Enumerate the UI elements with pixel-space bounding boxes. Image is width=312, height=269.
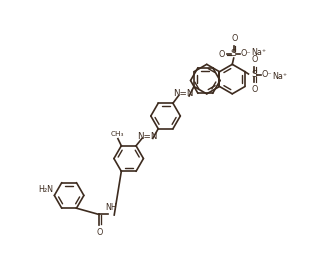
Text: Na⁺: Na⁺ xyxy=(273,72,288,81)
Text: NH: NH xyxy=(105,203,117,213)
Text: O: O xyxy=(252,85,258,94)
Text: O⁻: O⁻ xyxy=(261,70,272,79)
Text: O⁻: O⁻ xyxy=(241,49,251,58)
Text: H₂N: H₂N xyxy=(38,185,53,194)
Text: Na⁺: Na⁺ xyxy=(251,48,266,58)
Text: O: O xyxy=(97,228,103,236)
Text: O: O xyxy=(218,50,225,59)
Text: CH₃: CH₃ xyxy=(110,131,124,137)
Text: O: O xyxy=(232,34,238,43)
Text: N=N: N=N xyxy=(137,132,157,141)
Text: S: S xyxy=(231,49,237,58)
Text: S: S xyxy=(251,70,257,79)
Text: N=N: N=N xyxy=(173,89,194,98)
Text: O: O xyxy=(252,55,258,64)
